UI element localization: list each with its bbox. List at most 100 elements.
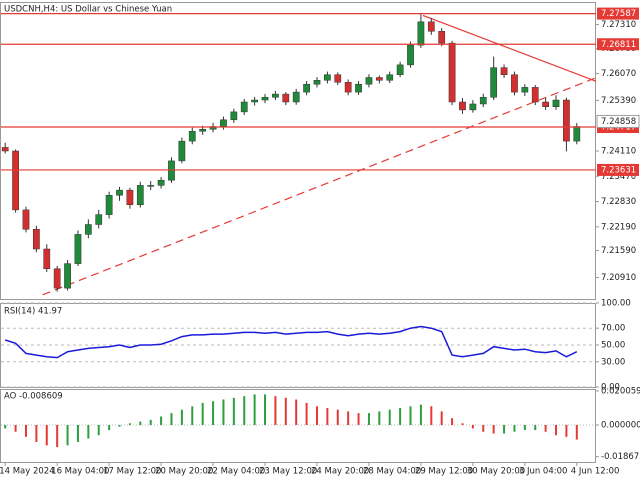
y-tick-label: 0.000000 — [601, 420, 640, 430]
price-panel — [0, 2, 596, 300]
candle-body — [375, 77, 383, 81]
ao-bar — [565, 424, 568, 437]
ao-bar — [274, 396, 277, 425]
ao-bar — [128, 423, 131, 425]
candle-body — [136, 185, 144, 205]
candle-body — [521, 87, 529, 93]
candle-body — [282, 93, 290, 103]
candle-body — [1, 147, 9, 152]
ao-bar — [315, 406, 318, 425]
y-tick-label: 7.20910 — [601, 273, 636, 283]
ao-bar — [253, 394, 256, 425]
ao-bar — [399, 408, 402, 425]
chart-title: USDCNH,H4: US Dollar vs Chinese Yuan — [4, 5, 172, 15]
ao-bar — [388, 409, 391, 425]
candle-body — [53, 268, 61, 289]
ao-bar — [461, 423, 464, 425]
rsi-line — [4, 325, 578, 359]
price-label: 7.24858 — [601, 117, 636, 127]
panel-title: AO -0.008609 — [4, 392, 63, 402]
ao-bar — [284, 397, 287, 425]
price-plot — [1, 13, 596, 296]
candle-body — [251, 99, 258, 103]
ao-bar — [430, 406, 433, 425]
y-tick-label: 0.00 — [601, 383, 620, 393]
candle-body — [417, 21, 425, 46]
ao-bar — [409, 406, 412, 425]
ao-bar — [35, 424, 38, 442]
candle-body — [240, 101, 248, 113]
candle-body — [292, 91, 300, 103]
candle-body — [531, 87, 539, 103]
ao-bar — [24, 424, 27, 437]
ao-bar — [149, 419, 152, 425]
ao-bar — [66, 424, 69, 446]
candle-body — [43, 248, 51, 270]
x-tick-label: 24 May 20:00 — [311, 467, 369, 477]
candle-body — [334, 74, 342, 83]
ao-bar — [160, 416, 163, 425]
ao-bar — [523, 424, 526, 431]
ao-bar — [191, 406, 194, 425]
candle-body — [427, 21, 435, 32]
ao-bar — [45, 424, 48, 446]
candle-body — [188, 130, 196, 142]
ao-bar — [357, 413, 360, 425]
ao-bar — [378, 411, 381, 425]
x-tick-label: 29 May 12:00 — [415, 467, 473, 477]
x-tick-label: 28 May 04:00 — [363, 467, 421, 477]
candle-body — [22, 209, 30, 230]
candle-body — [84, 224, 92, 235]
ao-panel — [0, 389, 596, 463]
x-tick-label: 17 May 12:00 — [103, 467, 161, 477]
candle-body — [199, 129, 207, 132]
level-tag — [597, 38, 639, 51]
ao-bar — [76, 424, 79, 442]
ao-bar — [97, 424, 100, 436]
ao-bar — [534, 424, 537, 431]
ao-bar — [326, 408, 329, 425]
x-tick-label: 30 May 20:00 — [467, 467, 525, 477]
ao-bar — [170, 413, 173, 425]
candle-body — [64, 263, 71, 289]
candle-body — [220, 119, 227, 127]
candle-body — [95, 214, 103, 225]
ao-bar — [482, 424, 485, 432]
candle-body — [469, 103, 477, 111]
y-tick-label: 7.24110 — [601, 147, 636, 157]
level-tag — [597, 7, 639, 20]
y-tick-label: -0.018673 — [601, 452, 640, 462]
candle-body — [500, 67, 508, 75]
candle-body — [168, 160, 175, 181]
candle-body — [147, 185, 155, 187]
ao-bar — [471, 424, 474, 429]
candle-body — [324, 74, 331, 81]
x-tick-label: 4 Jun 12:00 — [571, 467, 620, 477]
ao-bar — [295, 399, 298, 425]
ao-bar — [232, 397, 235, 425]
level-label: 7.23631 — [601, 165, 636, 175]
candle-body — [126, 189, 134, 205]
ao-bar — [451, 418, 454, 425]
y-tick-label: 7.21590 — [601, 246, 636, 256]
ao-bar — [503, 424, 506, 434]
ao-bar — [118, 424, 121, 427]
y-tick-label: 100.00 — [601, 299, 631, 309]
ao-bar — [264, 394, 267, 425]
y-tick-label: 7.27310 — [601, 20, 636, 30]
ao-bar — [305, 402, 308, 425]
candle-body — [74, 234, 82, 264]
level-tag — [597, 163, 639, 176]
x-tick-label: 20 May 20:00 — [155, 467, 213, 477]
candle-body — [157, 179, 165, 186]
candle-body — [355, 83, 362, 93]
ao-bar — [14, 424, 17, 432]
trendline — [422, 14, 596, 82]
candle-body — [272, 93, 279, 98]
ao-bar — [56, 424, 59, 448]
ao-bar — [513, 424, 516, 432]
x-tick-label: 3 Jun 04:00 — [519, 467, 568, 477]
y-tick-label: 7.22190 — [601, 222, 636, 232]
candle-body — [438, 31, 446, 44]
